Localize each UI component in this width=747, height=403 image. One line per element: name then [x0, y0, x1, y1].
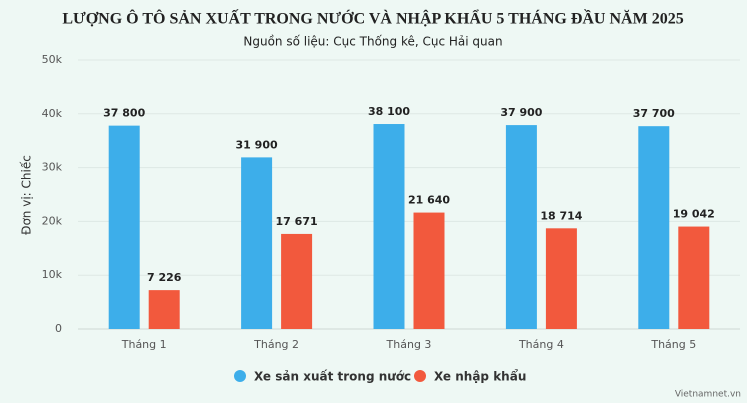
value-label: 19 042: [673, 208, 715, 221]
legend-label: Xe nhập khẩu: [434, 369, 526, 384]
value-label: 18 714: [540, 209, 582, 222]
x-tick-label: Tháng 4: [518, 338, 564, 351]
y-tick-label: 30k: [42, 161, 63, 174]
y-tick-label: 50k: [42, 53, 63, 66]
value-label: 38 100: [368, 105, 410, 118]
value-label: 37 900: [500, 106, 542, 119]
y-tick-label: 20k: [42, 214, 63, 227]
value-label: 7 226: [147, 271, 182, 284]
bar: [373, 124, 405, 329]
bar: [108, 125, 140, 329]
legend-marker: [414, 370, 426, 382]
chart-subtitle: Nguồn số liệu: Cục Thống kê, Cục Hải qua…: [243, 35, 502, 49]
x-tick-label: Tháng 2: [253, 338, 299, 351]
bar: [413, 212, 445, 329]
chart-title: LƯỢNG Ô TÔ SẢN XUẤT TRONG NƯỚC VÀ NHẬP K…: [62, 9, 683, 28]
bar: [505, 125, 537, 330]
x-tick-label: Tháng 1: [121, 338, 167, 351]
bar: [281, 233, 313, 329]
y-tick-label: 10k: [42, 268, 63, 281]
y-axis-label: Đơn vị: Chiếc: [20, 155, 34, 235]
bar: [678, 226, 710, 329]
x-tick-label: Tháng 5: [650, 338, 696, 351]
value-label: 17 671: [276, 215, 318, 228]
credit: Vietnamnet.vn: [675, 390, 741, 400]
y-tick-label: 0: [55, 322, 62, 335]
bar: [148, 290, 180, 329]
legend-marker: [234, 370, 246, 382]
bar: [545, 228, 577, 329]
value-label: 37 800: [103, 107, 145, 120]
y-tick-label: 40k: [42, 107, 63, 120]
x-tick-label: Tháng 3: [386, 338, 432, 351]
bar: [638, 126, 670, 329]
legend-label: Xe sản xuất trong nước: [254, 370, 411, 384]
value-label: 37 700: [633, 107, 675, 120]
value-label: 31 900: [236, 138, 278, 151]
bar: [241, 157, 273, 329]
value-label: 21 640: [408, 194, 450, 207]
